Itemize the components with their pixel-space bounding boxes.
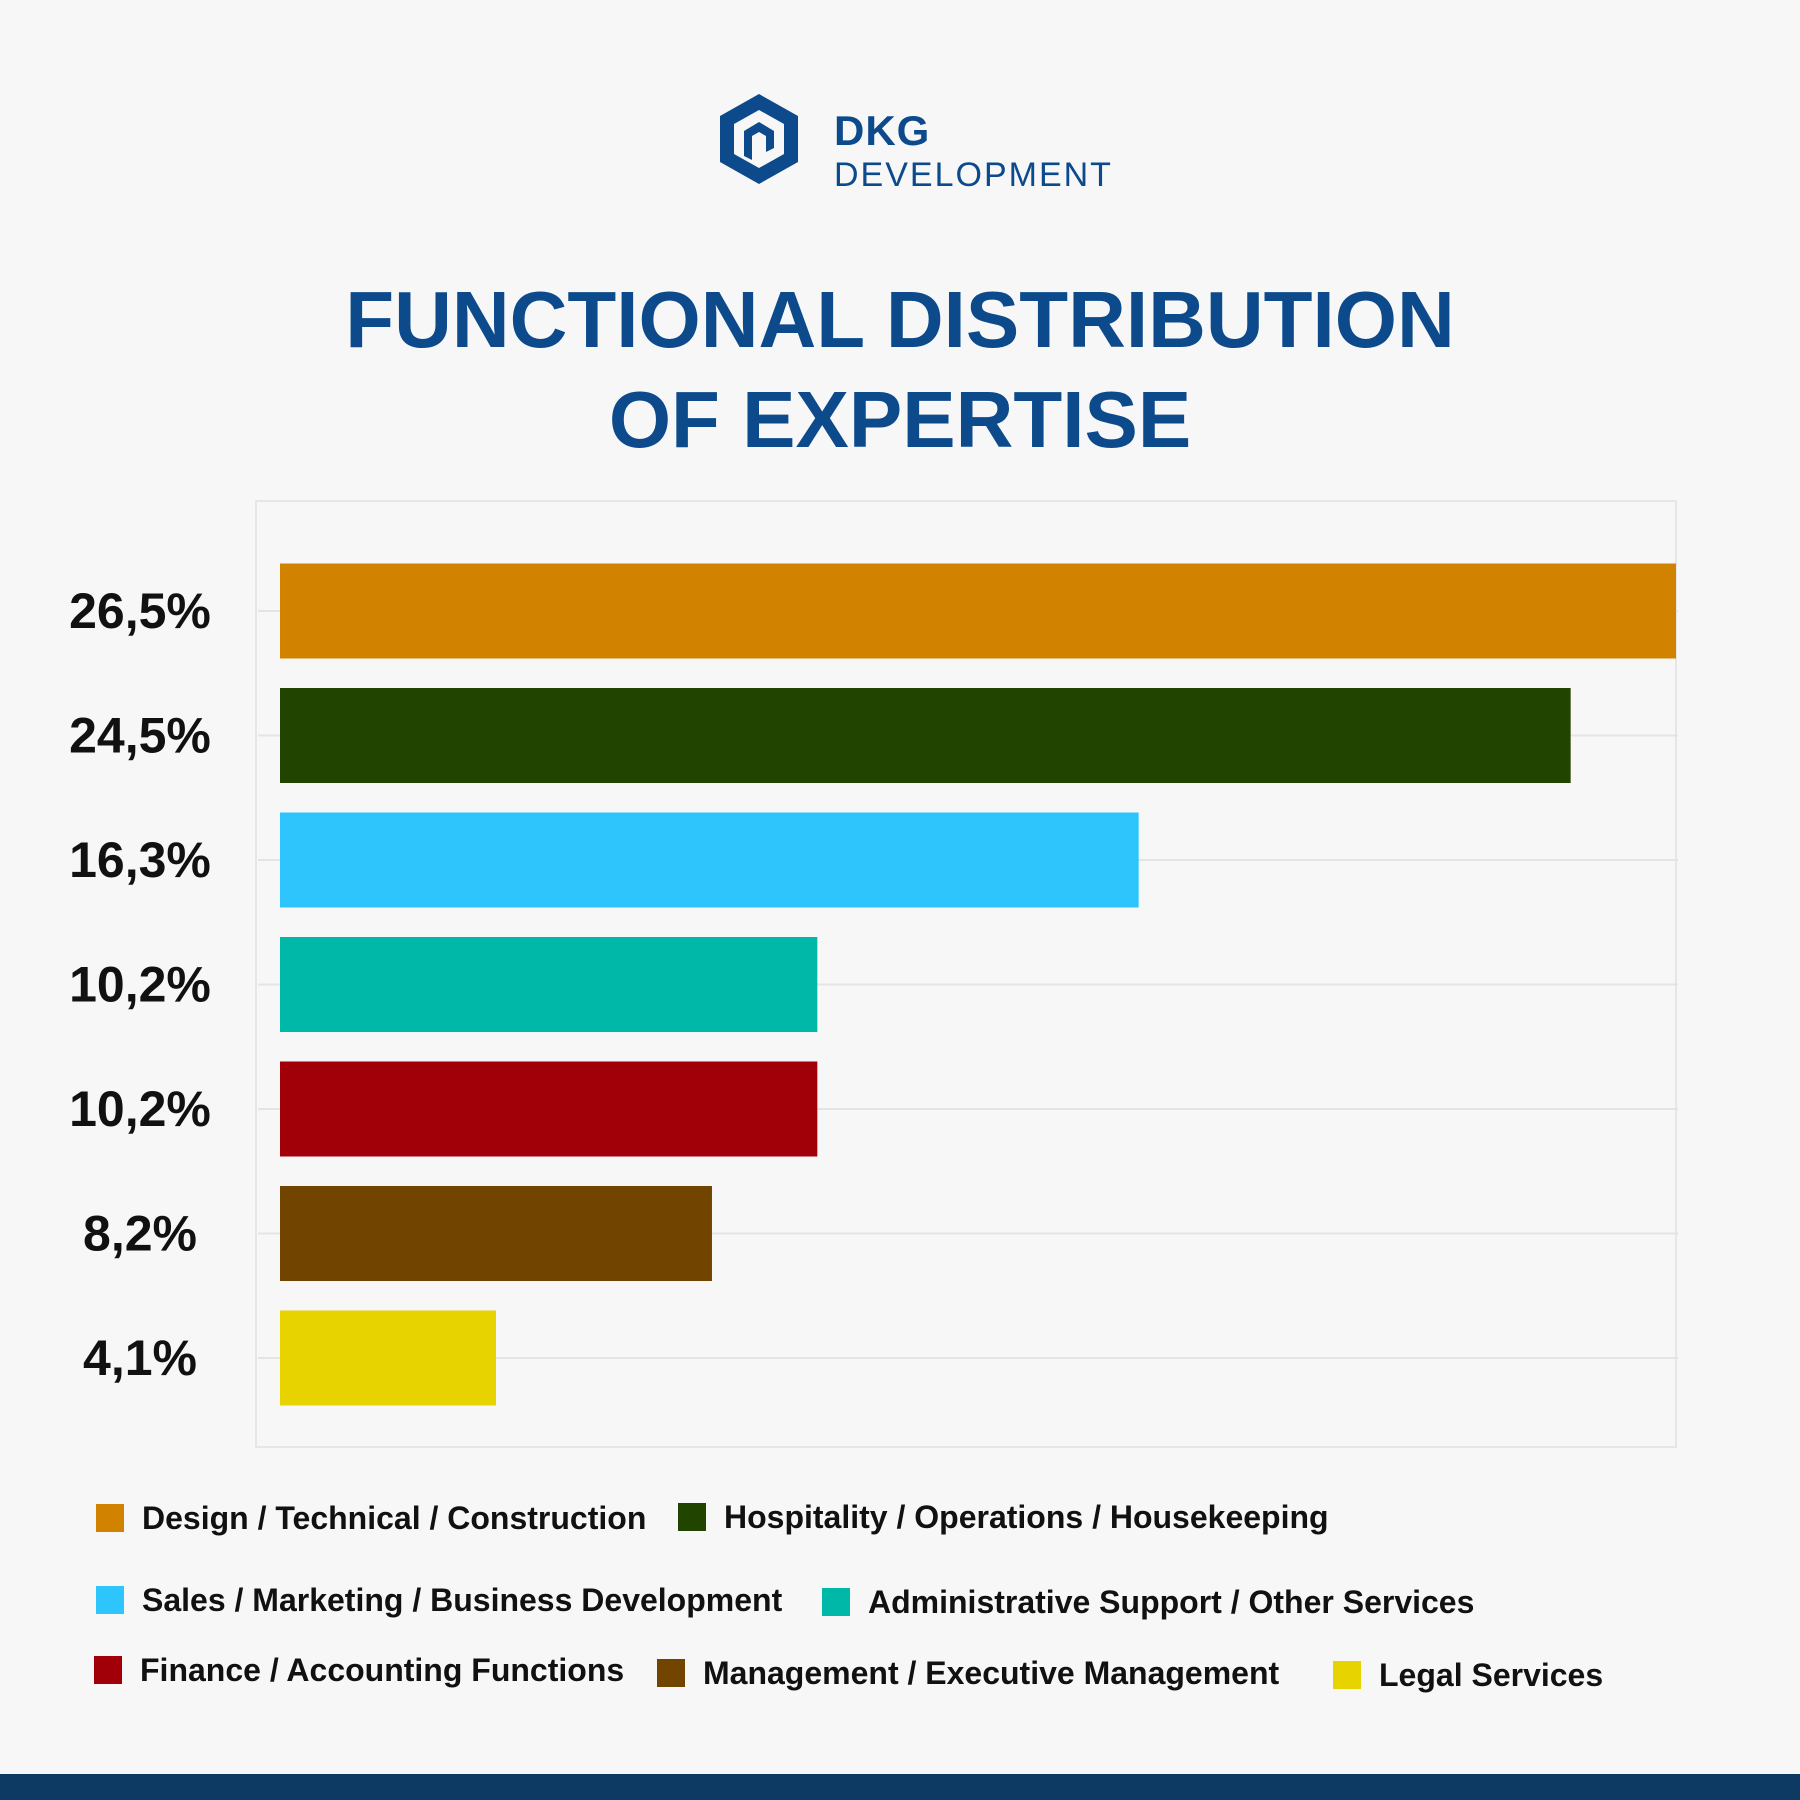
bar-1 bbox=[280, 688, 1571, 783]
legend-item: Design / Technical / Construction bbox=[96, 1498, 646, 1538]
bar-4 bbox=[280, 1061, 818, 1157]
brand-subtitle: DEVELOPMENT bbox=[834, 156, 1113, 194]
legend-swatch bbox=[657, 1659, 685, 1687]
legend-swatch bbox=[678, 1503, 706, 1531]
value-label: 24,5% bbox=[69, 708, 211, 764]
legend-label: Hospitality / Operations / Housekeeping bbox=[724, 1498, 1329, 1535]
value-label: 16,3% bbox=[69, 832, 211, 888]
chart-title-line-2: OF EXPERTISE bbox=[608, 375, 1192, 464]
legend-item: Legal Services bbox=[1333, 1655, 1603, 1695]
legend-label: Legal Services bbox=[1379, 1656, 1604, 1693]
brand-logo: DKG DEVELOPMENT bbox=[718, 92, 1118, 192]
legend-label: Sales / Marketing / Business Development bbox=[142, 1581, 783, 1618]
legend-item: Sales / Marketing / Business Development bbox=[96, 1580, 782, 1620]
legend-swatch bbox=[94, 1656, 122, 1684]
legend-swatch bbox=[822, 1588, 850, 1616]
value-label: 26,5% bbox=[69, 583, 211, 639]
legend-label: Administrative Support / Other Services bbox=[868, 1583, 1475, 1620]
bar-2 bbox=[280, 812, 1139, 908]
chart-title-line-1: FUNCTIONAL DISTRIBUTION bbox=[345, 275, 1455, 364]
hexagon-logo-icon bbox=[720, 94, 798, 184]
legend-item: Hospitality / Operations / Housekeeping bbox=[678, 1497, 1329, 1537]
plot-area bbox=[255, 500, 1677, 1448]
legend-swatch bbox=[1333, 1661, 1361, 1689]
legend-label: Finance / Accounting Functions bbox=[140, 1651, 625, 1688]
bar-5 bbox=[280, 1186, 712, 1281]
bar-6 bbox=[280, 1310, 496, 1406]
legend-label: Management / Executive Management bbox=[703, 1654, 1280, 1691]
bar-0 bbox=[280, 563, 1676, 659]
chart-title: FUNCTIONAL DISTRIBUTION OF EXPERTISE bbox=[0, 270, 1800, 470]
legend-item: Administrative Support / Other Services bbox=[822, 1582, 1474, 1622]
bar-3 bbox=[280, 937, 818, 1032]
value-label: 10,2% bbox=[69, 957, 211, 1013]
legend-swatch bbox=[96, 1504, 124, 1532]
legend-item: Management / Executive Management bbox=[657, 1653, 1279, 1693]
legend-label: Design / Technical / Construction bbox=[142, 1499, 647, 1536]
value-label: 10,2% bbox=[69, 1081, 211, 1137]
value-label: 4,1% bbox=[83, 1330, 197, 1386]
brand-name: DKG bbox=[834, 107, 931, 154]
legend-swatch bbox=[96, 1586, 124, 1614]
legend-item: Finance / Accounting Functions bbox=[94, 1650, 624, 1690]
value-label: 8,2% bbox=[83, 1206, 197, 1262]
footer-bar bbox=[0, 1774, 1800, 1800]
